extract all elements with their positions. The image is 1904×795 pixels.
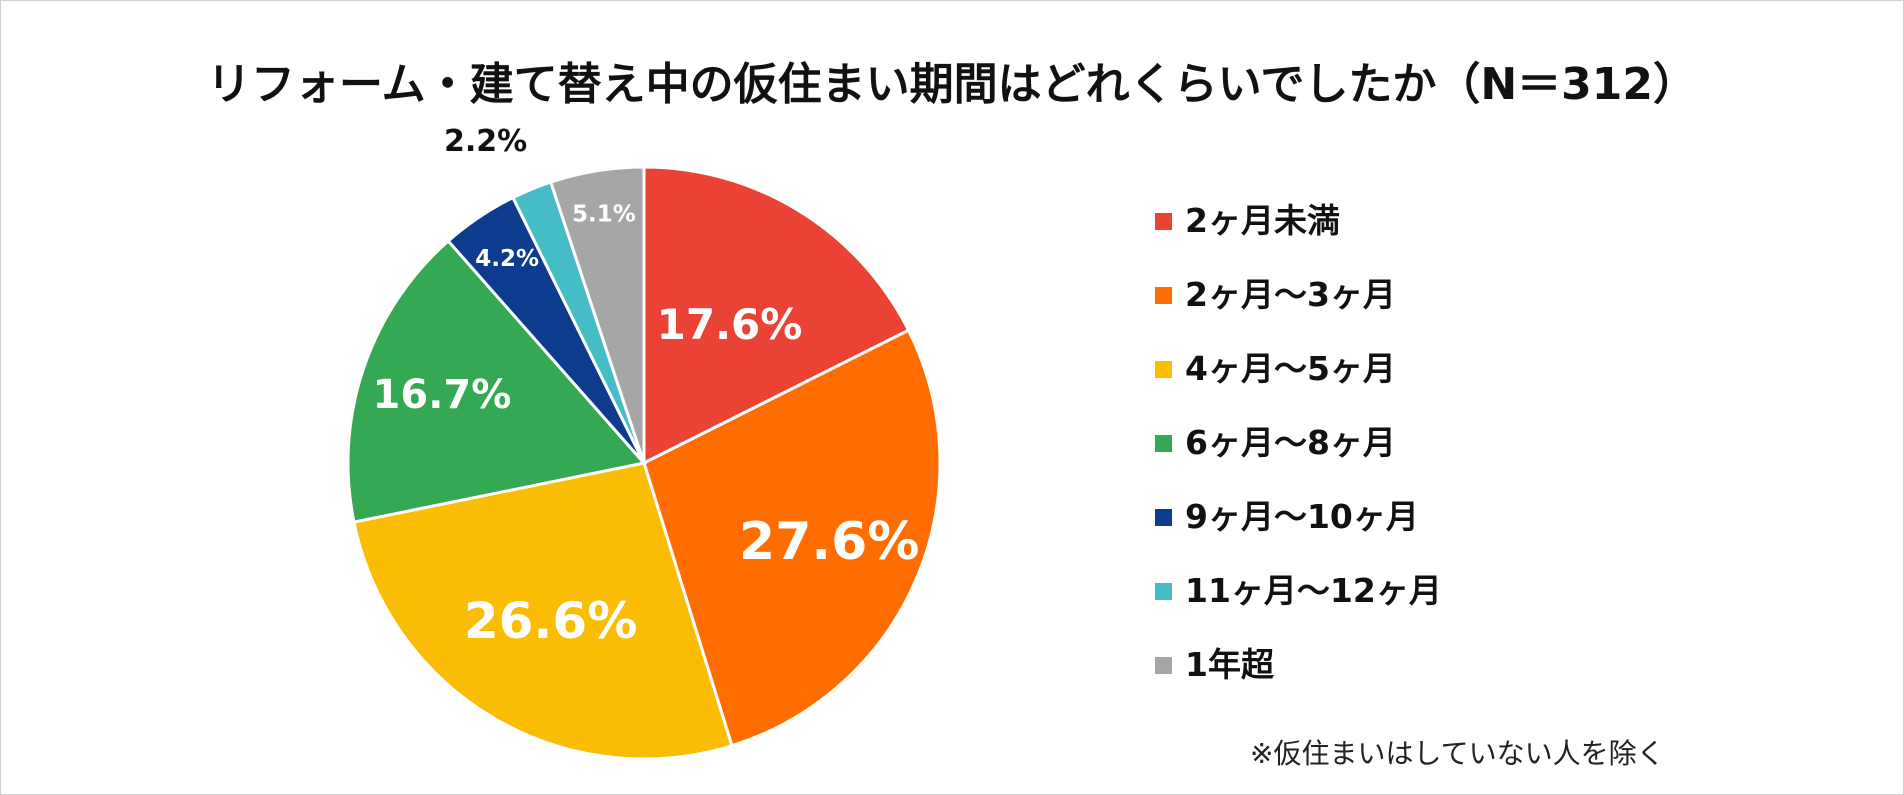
legend-label-7: 1年超 xyxy=(1185,645,1274,684)
legend-swatch-3 xyxy=(1155,361,1172,378)
legend-label-4: 6ヶ月～8ヶ月 xyxy=(1185,423,1396,462)
pie-slice-2 xyxy=(642,328,942,748)
legend-swatch-5 xyxy=(1155,509,1172,526)
legend-swatch-7 xyxy=(1155,657,1172,674)
legend-label-3: 4ヶ月～5ヶ月 xyxy=(1185,349,1396,388)
legend-swatch-2 xyxy=(1155,287,1172,304)
legend-swatch-1 xyxy=(1155,213,1172,230)
legend-swatch-4 xyxy=(1155,435,1172,452)
legend-label-1: 2ヶ月未満 xyxy=(1185,201,1340,240)
data-label-7: 5.1% xyxy=(572,202,636,228)
legend-label-2: 2ヶ月～3ヶ月 xyxy=(1185,275,1396,314)
data-label-1: 17.6% xyxy=(657,300,803,349)
pie-slice-1 xyxy=(642,165,911,466)
chart-title: リフォーム・建て替え中の仮住まい期間はどれくらいでしたか（N＝312） xyxy=(206,59,1698,110)
legend-label-6: 11ヶ月～12ヶ月 xyxy=(1185,571,1442,610)
data-label-3: 26.6% xyxy=(464,592,637,650)
legend-label-5: 9ヶ月～10ヶ月 xyxy=(1185,497,1419,536)
footnote: ※仮住まいはしていない人を除く xyxy=(1250,737,1665,770)
data-label-6: 2.2% xyxy=(444,124,527,159)
pie-slice-7 xyxy=(548,165,646,464)
data-label-4: 16.7% xyxy=(373,372,512,418)
legend-swatch-6 xyxy=(1155,583,1172,600)
data-label-5: 4.2% xyxy=(475,246,539,272)
pie-slice-4 xyxy=(346,238,647,524)
data-label-2: 27.6% xyxy=(739,512,919,572)
pie-slice-3 xyxy=(352,461,734,761)
